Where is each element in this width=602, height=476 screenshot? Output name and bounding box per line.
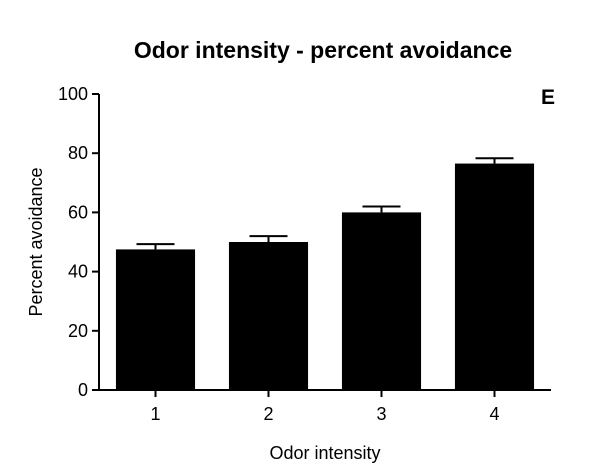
y-tick-label: 60 bbox=[68, 202, 88, 222]
bar bbox=[115, 249, 196, 390]
y-tick-label: 0 bbox=[78, 380, 88, 400]
y-tick-label: 40 bbox=[68, 262, 88, 282]
x-tick-label: 1 bbox=[150, 404, 160, 424]
x-tick-label: 3 bbox=[376, 404, 386, 424]
bar bbox=[454, 163, 535, 390]
x-axis-label: Odor intensity bbox=[269, 443, 380, 463]
x-axis-ticks: 1 2 3 4 bbox=[150, 390, 500, 424]
error-bars bbox=[136, 157, 514, 250]
x-tick-label: 2 bbox=[263, 404, 273, 424]
panel-label: E bbox=[541, 86, 555, 109]
bars bbox=[115, 163, 535, 390]
chart-title: Odor intensity - percent avoidance bbox=[134, 37, 512, 63]
bar bbox=[341, 212, 422, 390]
y-tick-label: 100 bbox=[58, 84, 88, 104]
y-axis-ticks: 0 20 40 60 80 100 bbox=[58, 84, 99, 400]
y-tick-label: 80 bbox=[68, 143, 88, 163]
bar bbox=[228, 242, 309, 390]
x-tick-label: 4 bbox=[489, 404, 499, 424]
y-tick-label: 20 bbox=[68, 321, 88, 341]
y-axis-label: Percent avoidance bbox=[26, 167, 46, 316]
